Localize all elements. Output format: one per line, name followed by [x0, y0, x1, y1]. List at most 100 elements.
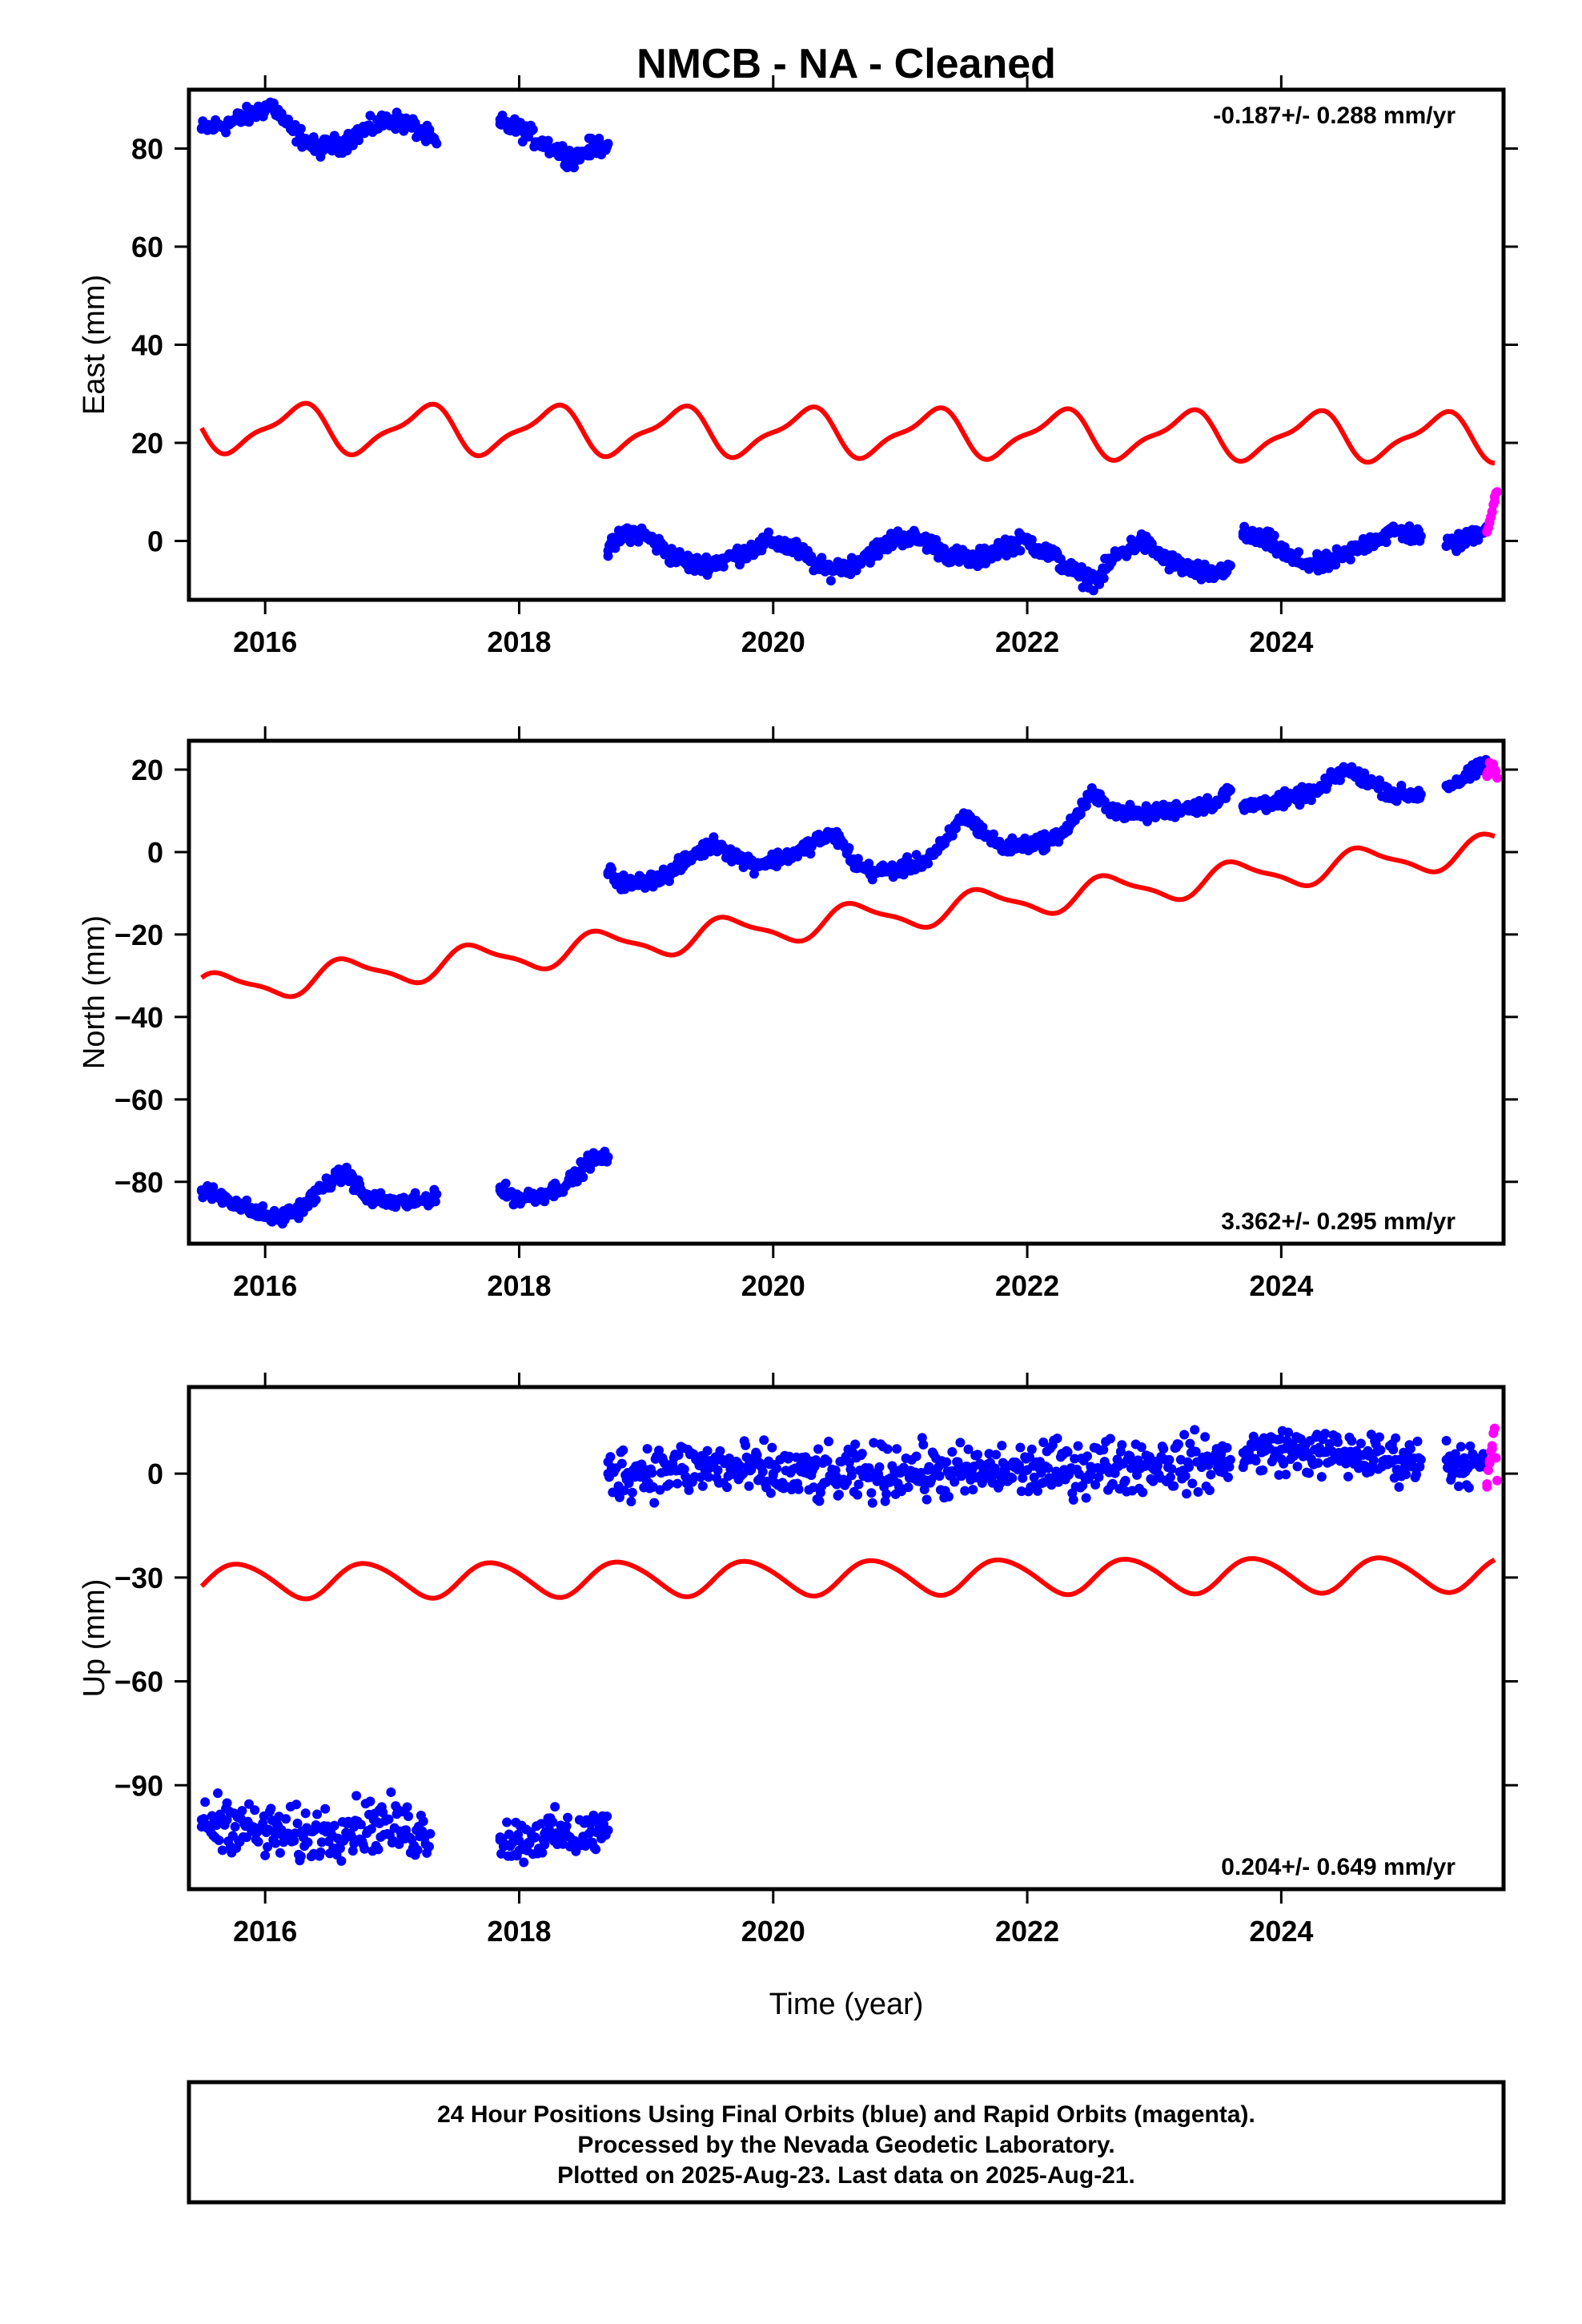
north-data-marks	[196, 754, 1503, 1229]
east-axis-ticks: 2016 2018 2020 2022 2024 0 20 40 60 80	[131, 75, 1518, 658]
east-final-point	[603, 551, 613, 561]
up-final-point	[258, 1818, 268, 1828]
up-final-point	[1138, 1487, 1148, 1498]
up-final-point	[619, 1486, 629, 1496]
north-x-tick-label: 2016	[233, 1269, 297, 1302]
up-final-point	[734, 1461, 745, 1471]
north-final-point	[864, 858, 874, 869]
east-rapid-point	[1491, 488, 1501, 498]
up-final-point	[762, 1476, 773, 1486]
north-final-point	[1413, 786, 1423, 796]
up-final-point	[1407, 1462, 1418, 1472]
up-final-point	[752, 1449, 762, 1460]
east-final-point	[1294, 547, 1304, 557]
up-final-point	[921, 1494, 932, 1505]
up-x-tick-label: 2022	[995, 1915, 1059, 1948]
up-final-point	[1206, 1470, 1216, 1480]
up-x-tick-label: 2024	[1249, 1915, 1313, 1948]
up-final-point	[222, 1798, 232, 1808]
up-final-point	[997, 1441, 1007, 1451]
up-final-point	[275, 1848, 285, 1858]
up-final-point	[1251, 1456, 1261, 1466]
east-final-point	[557, 141, 568, 151]
up-final-point	[919, 1485, 930, 1495]
up-plot-frame	[187, 1385, 1506, 1892]
east-final-point	[430, 136, 440, 147]
east-final-point	[1196, 574, 1207, 585]
up-final-point	[199, 1814, 209, 1824]
up-final-point	[336, 1856, 347, 1866]
up-final-point	[217, 1845, 227, 1856]
up-final-point	[1386, 1458, 1396, 1468]
up-final-point	[1107, 1478, 1118, 1489]
up-final-point	[642, 1444, 652, 1454]
up-rapid-point	[1487, 1444, 1497, 1454]
up-final-point	[1043, 1463, 1054, 1474]
up-final-point	[1412, 1436, 1423, 1446]
up-final-point	[335, 1844, 345, 1854]
east-x-tick-label: 2018	[487, 625, 551, 658]
north-final-point	[500, 1178, 511, 1188]
up-final-point	[614, 1492, 624, 1502]
up-final-point	[585, 1819, 596, 1829]
north-final-point	[258, 1201, 268, 1212]
up-y-tick-label: 0	[147, 1458, 163, 1490]
up-final-point	[1165, 1472, 1175, 1482]
east-final-point	[1331, 560, 1341, 570]
up-final-point	[1081, 1493, 1091, 1503]
up-final-point	[880, 1496, 890, 1506]
up-final-point	[1216, 1449, 1227, 1459]
up-final-point	[1182, 1489, 1192, 1499]
north-final-point	[978, 822, 988, 833]
up-final-point	[424, 1841, 434, 1852]
up-final-point	[757, 1466, 768, 1477]
up-final-point	[1117, 1440, 1127, 1450]
up-final-point	[882, 1444, 893, 1454]
north-y-tick-label: −80	[114, 1166, 163, 1199]
up-data-marks	[196, 1423, 1503, 1868]
east-final-point	[825, 576, 836, 586]
east-final-point	[1269, 530, 1279, 541]
up-rapid-point	[1482, 1482, 1492, 1492]
up-final-point	[418, 1816, 428, 1827]
up-final-point	[548, 1817, 558, 1827]
north-final-point	[947, 830, 958, 841]
up-final-point	[1415, 1462, 1425, 1472]
up-final-point	[1413, 1453, 1423, 1463]
up-final-point	[722, 1482, 733, 1493]
up-final-point	[1094, 1472, 1104, 1482]
up-final-point	[744, 1481, 754, 1491]
east-final-point	[873, 551, 884, 561]
up-final-point	[1183, 1462, 1194, 1473]
up-final-point	[679, 1464, 689, 1474]
north-rate-label: 3.362+/- 0.295 mm/yr	[1221, 1208, 1456, 1235]
up-final-point	[300, 1808, 311, 1819]
up-final-point	[1153, 1461, 1163, 1471]
up-final-point	[1401, 1470, 1411, 1480]
up-final-point	[846, 1470, 857, 1481]
north-final-point	[1224, 784, 1235, 794]
up-final-point	[824, 1437, 834, 1447]
east-x-tick-label: 2016	[233, 625, 297, 658]
east-final-point	[221, 127, 231, 138]
up-final-point	[943, 1491, 954, 1502]
x-axis-label: Time (year)	[769, 1988, 924, 2021]
north-y-tick-label: 20	[131, 754, 163, 786]
up-final-point	[519, 1857, 529, 1868]
up-final-point	[1073, 1441, 1083, 1451]
east-final-point	[354, 135, 364, 146]
footer-box: 24 Hour Positions Using Final Orbits (bl…	[187, 2080, 1506, 2205]
up-final-point	[1078, 1480, 1088, 1490]
up-final-point	[1391, 1433, 1401, 1443]
east-final-point	[1415, 536, 1425, 546]
east-y-tick-label: 60	[131, 231, 163, 263]
up-x-tick-label: 2018	[487, 1915, 551, 1948]
east-final-point	[295, 123, 306, 134]
north-final-point	[1075, 809, 1086, 819]
up-final-point	[402, 1802, 412, 1812]
up-axis-ticks: 2016 2018 2020 2022 2024 −90 −60 −30 0	[114, 1373, 1518, 1948]
up-rate-label: 0.204+/- 0.649 mm/yr	[1221, 1854, 1456, 1880]
up-final-point	[373, 1844, 383, 1855]
up-final-point	[563, 1812, 573, 1823]
up-final-point	[591, 1844, 601, 1855]
